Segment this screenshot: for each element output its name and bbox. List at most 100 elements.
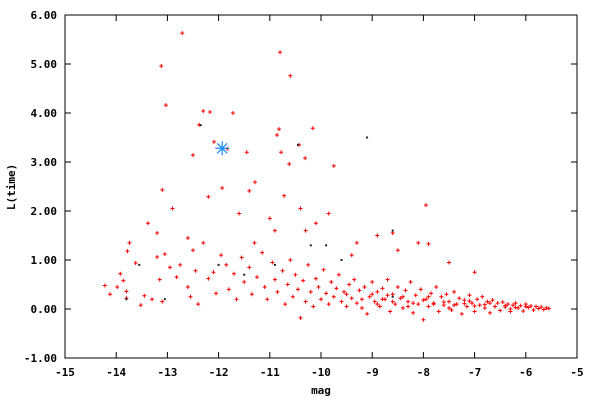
data-point: [395, 284, 400, 289]
data-point: [395, 248, 400, 253]
y-tick-label: 4.00: [31, 107, 58, 120]
data-point: [239, 255, 244, 260]
data-point: [336, 272, 341, 277]
data-point-dark: [340, 259, 343, 261]
data-point: [242, 280, 247, 285]
data-point: [503, 303, 508, 308]
x-tick-label: -13: [157, 366, 177, 379]
data-point-dark: [217, 263, 220, 266]
data-point: [206, 194, 211, 199]
data-point: [247, 188, 252, 193]
data-point: [262, 284, 267, 289]
data-point: [464, 304, 469, 309]
x-tick-label: -5: [570, 366, 583, 379]
y-tick-label: 3.00: [31, 156, 58, 169]
data-point: [342, 289, 347, 294]
data-point: [255, 275, 259, 280]
data-point: [434, 284, 439, 289]
data-point: [193, 268, 198, 273]
data-point: [457, 296, 462, 301]
data-point: [352, 277, 357, 282]
data-point: [526, 305, 531, 310]
data-point: [102, 283, 107, 288]
data-point: [487, 310, 492, 315]
data-point: [441, 300, 446, 305]
data-point: [115, 284, 120, 289]
data-point-dark: [273, 263, 276, 266]
data-point-dark: [296, 143, 299, 146]
data-point: [390, 299, 395, 304]
data-point: [411, 301, 416, 306]
data-point: [191, 248, 195, 253]
x-tick-label: -12: [209, 366, 229, 379]
data-point: [349, 253, 354, 258]
data-point: [237, 211, 242, 216]
data-point: [398, 296, 403, 301]
data-point: [211, 139, 216, 144]
data-point: [231, 271, 236, 276]
data-point: [485, 299, 490, 304]
data-point: [174, 275, 179, 280]
data-point: [170, 206, 175, 211]
data-point: [365, 311, 370, 316]
data-point: [418, 287, 423, 292]
data-point: [138, 303, 143, 308]
data-point: [431, 302, 436, 307]
data-point: [329, 280, 334, 285]
y-tick-label: 0.00: [31, 303, 58, 316]
data-point: [406, 299, 411, 304]
data-point: [475, 297, 480, 302]
data-point: [339, 299, 344, 304]
data-point: [127, 240, 132, 245]
data-point: [206, 276, 211, 281]
data-point: [375, 233, 380, 238]
data-point: [462, 301, 467, 306]
data-point: [334, 286, 339, 291]
data-point: [121, 278, 126, 283]
data-point: [142, 293, 147, 298]
data-point: [359, 297, 364, 302]
data-point: [244, 150, 249, 155]
data-point-dark: [325, 244, 328, 247]
data-point: [133, 260, 138, 265]
data-point: [226, 287, 231, 292]
y-tick-label: 1.00: [31, 254, 58, 267]
data-point: [495, 301, 500, 306]
data-point: [416, 240, 421, 245]
data-point: [280, 268, 285, 273]
data-point: [513, 301, 518, 306]
data-point: [326, 211, 331, 216]
data-point: [436, 309, 441, 314]
data-point: [385, 277, 390, 282]
data-point: [523, 304, 528, 309]
data-point-dark: [391, 295, 394, 298]
data-point: [188, 294, 193, 299]
data-point: [541, 307, 546, 312]
x-axis-label: mag: [311, 384, 331, 397]
y-tick-label: 6.00: [31, 9, 58, 22]
data-point: [459, 311, 464, 316]
data-point: [500, 300, 505, 305]
data-point: [288, 258, 293, 262]
data-point: [477, 303, 482, 308]
data-point-dark: [138, 263, 141, 266]
y-tick-label: -1.00: [24, 352, 57, 365]
data-point: [272, 277, 277, 282]
data-point: [247, 265, 252, 270]
data-point: [447, 306, 451, 311]
data-point: [275, 289, 280, 294]
data-point: [155, 255, 160, 260]
data-point-dark: [125, 298, 128, 301]
data-point: [124, 289, 129, 294]
data-point: [344, 292, 349, 297]
x-tick-label: -6: [519, 366, 533, 379]
data-point: [108, 292, 113, 297]
data-point: [326, 302, 331, 307]
data-point: [155, 231, 160, 236]
data-point: [421, 298, 426, 303]
data-point: [390, 292, 395, 297]
data-point: [180, 31, 185, 36]
data-point: [178, 262, 183, 267]
data-point: [319, 297, 323, 302]
